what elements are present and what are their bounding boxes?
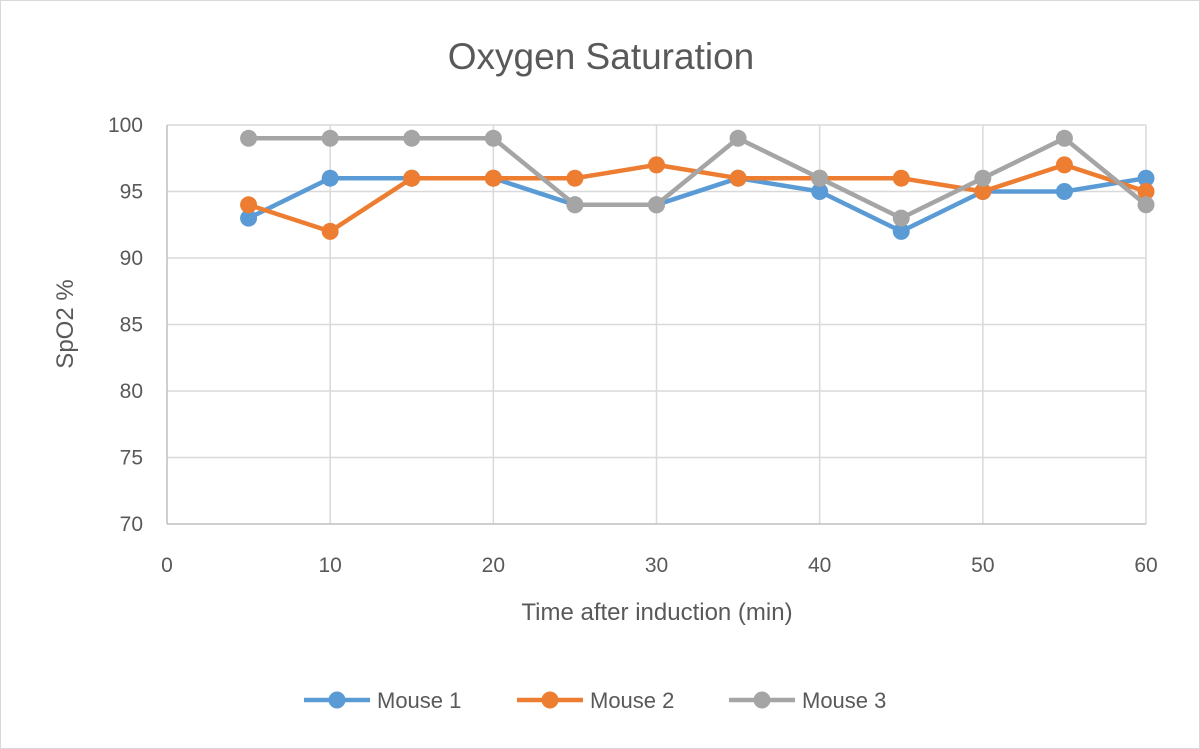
- data-point: [321, 169, 339, 187]
- data-point: [811, 183, 829, 200]
- x-tick-label: 50: [971, 554, 994, 577]
- y-tick-label: 90: [120, 247, 143, 270]
- data-point: [403, 129, 421, 147]
- data-point: [321, 222, 339, 240]
- axes: [166, 125, 1146, 525]
- x-tick-label: 60: [1134, 554, 1157, 577]
- data-point: [729, 169, 747, 187]
- data-point: [974, 169, 992, 187]
- y-tick-label: 85: [120, 314, 143, 337]
- y-tick-label: 100: [108, 114, 143, 137]
- data-point: [811, 169, 829, 187]
- legend-label: Mouse 1: [377, 688, 461, 713]
- data-point: [1055, 129, 1073, 147]
- data-point: [974, 183, 992, 200]
- x-tick-label: 20: [482, 554, 505, 577]
- data-point: [240, 196, 258, 214]
- legend-item: Mouse 3: [729, 688, 886, 713]
- x-axis-label: Time after induction (min): [521, 599, 792, 626]
- x-tick-label: 10: [318, 554, 341, 577]
- legend-marker: [753, 691, 771, 709]
- series-line: [246, 175, 1149, 234]
- data-point: [484, 129, 502, 147]
- data-point: [648, 156, 665, 174]
- data-point: [403, 169, 421, 187]
- series-line: [246, 136, 1149, 221]
- x-tick-label: 40: [808, 554, 831, 577]
- data-point: [1137, 169, 1155, 187]
- chart-title: Oxygen Saturation: [448, 36, 754, 77]
- data-point: [1137, 183, 1155, 200]
- legend-item: Mouse 2: [517, 688, 674, 713]
- series-line: [246, 162, 1149, 234]
- series-mouse-3: [240, 129, 1155, 227]
- data-point: [1055, 183, 1073, 200]
- x-tick-label: 30: [645, 554, 668, 577]
- tick-labels: 70 75 80 85 90 95 100 0 10 20 30 40 50 60: [108, 114, 1158, 577]
- data-point: [892, 222, 910, 240]
- y-tick-label: 80: [120, 380, 143, 403]
- legend-label: Mouse 3: [802, 688, 886, 713]
- series-lines: [240, 129, 1155, 240]
- legend-item: Mouse 1: [304, 688, 461, 713]
- data-point: [321, 129, 339, 147]
- data-point: [240, 129, 258, 147]
- data-point: [892, 169, 910, 187]
- legend-label: Mouse 2: [590, 688, 674, 713]
- data-point: [648, 196, 665, 214]
- legend-marker: [541, 691, 559, 709]
- y-tick-label: 95: [120, 181, 143, 204]
- data-point: [892, 209, 910, 227]
- data-point: [484, 169, 502, 187]
- y-tick-label: 70: [120, 513, 143, 536]
- legend-marker: [328, 691, 346, 709]
- data-point: [566, 196, 584, 214]
- data-point: [240, 209, 258, 227]
- x-tick-label: 0: [161, 554, 173, 577]
- data-point: [729, 129, 747, 147]
- data-point: [1137, 196, 1155, 214]
- legend: Mouse 1 Mouse 2 Mouse 3: [304, 688, 886, 713]
- data-point: [1055, 156, 1073, 174]
- data-point: [566, 169, 584, 187]
- y-tick-label: 75: [120, 447, 143, 470]
- y-axis-label: SpO2 %: [52, 279, 79, 368]
